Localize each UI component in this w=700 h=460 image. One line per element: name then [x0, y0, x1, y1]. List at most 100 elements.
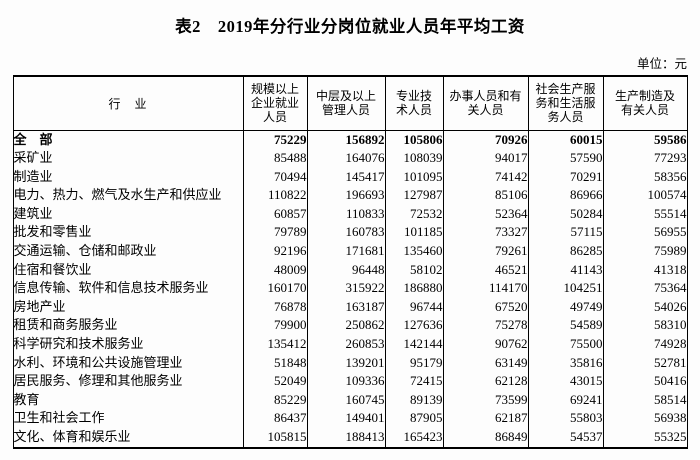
table-row: 电力、热力、燃气及水生产和供应业 110822 196693 127987 85106 8…	[12, 186, 688, 205]
table-row: 采矿业 85488 164076 108039 94017 57590 77293	[12, 149, 688, 168]
value-cell: 69241	[527, 390, 604, 410]
column-header-production-workers: 生产制造及有关人员	[602, 76, 688, 131]
value-cell: 86437	[242, 409, 308, 428]
value-cell: 96448	[306, 260, 386, 280]
industry-cell: 信息传输、软件和信息技术服务业	[12, 279, 244, 298]
header-row: 行 业 规模以上企业就业人员 中层及以上管理人员 专业技术人员 办事人员和有关人…	[12, 76, 688, 131]
value-cell: 149401	[306, 409, 386, 428]
value-cell: 75500	[527, 335, 604, 354]
value-cell: 92196	[242, 242, 308, 261]
industry-cell: 卫生和社会工作	[12, 409, 244, 428]
value-cell: 46521	[442, 260, 529, 280]
value-cell: 54026	[602, 297, 688, 317]
value-cell: 58356	[602, 167, 688, 187]
table-row: 科学研究和技术服务业 135412 260853 142144 90762 75500 74…	[12, 335, 688, 354]
value-cell: 85488	[242, 149, 308, 168]
value-cell: 50416	[602, 372, 688, 391]
value-cell: 105806	[384, 130, 444, 150]
industry-cell: 批发和零售业	[12, 223, 244, 243]
value-cell: 73327	[442, 223, 529, 243]
industry-cell: 房地产业	[12, 297, 244, 317]
industry-cell: 建筑业	[12, 204, 244, 224]
value-cell: 55325	[602, 428, 688, 448]
unit-label: 单位：元	[636, 57, 687, 71]
table-row: 批发和零售业 79789 160783 101185 73327 57115 56955	[12, 223, 688, 243]
industry-cell: 制造业	[12, 167, 244, 187]
value-cell: 85229	[242, 390, 308, 410]
value-cell: 75278	[442, 316, 529, 336]
value-cell: 76878	[242, 297, 308, 317]
industry-cell: 居民服务、修理和其他服务业	[12, 372, 244, 391]
value-cell: 260853	[306, 335, 386, 354]
value-cell: 105815	[242, 428, 308, 448]
value-cell: 145417	[306, 167, 386, 187]
table-row: 文化、体育和娱乐业 105815 188413 165423 86849 54537 553…	[12, 428, 688, 448]
value-cell: 156892	[306, 130, 386, 150]
value-cell: 110833	[306, 204, 386, 224]
table-body: 全 部 75229 156892 105806 70926 60015 59586 采矿业 85…	[12, 130, 688, 448]
value-cell: 94017	[442, 149, 529, 168]
value-cell: 110822	[242, 186, 308, 205]
value-cell: 79261	[442, 242, 529, 261]
value-cell: 135412	[242, 335, 308, 354]
value-cell: 56938	[602, 409, 688, 428]
value-cell: 52364	[442, 204, 529, 224]
value-cell: 163187	[306, 297, 386, 317]
value-cell: 315922	[306, 279, 386, 298]
value-cell: 127987	[384, 186, 444, 205]
value-cell: 58102	[384, 260, 444, 280]
value-cell: 171681	[306, 242, 386, 261]
industry-cell: 采矿业	[12, 149, 244, 168]
value-cell: 160745	[306, 390, 386, 410]
table-row: 水利、环境和公共设施管理业 51848 139201 95179 63149 35816 5…	[12, 353, 688, 373]
value-cell: 89139	[384, 390, 444, 410]
table-row: 信息传输、软件和信息技术服务业 160170 315922 186880 114170 1…	[12, 279, 688, 298]
value-cell: 100574	[602, 186, 688, 205]
industry-cell: 交通运输、仓储和邮政业	[12, 242, 244, 261]
value-cell: 108039	[384, 149, 444, 168]
value-cell: 196693	[306, 186, 386, 205]
industry-cell: 水利、环境和公共设施管理业	[12, 353, 244, 373]
value-cell: 43015	[527, 372, 604, 391]
value-cell: 57590	[527, 149, 604, 168]
table-title: 表2 2019年分行业分岗位就业人员年平均工资	[175, 17, 525, 36]
table-row: 建筑业 60857 110833 72532 52364 50284 55514	[12, 204, 688, 224]
value-cell: 75229	[242, 130, 308, 150]
value-cell: 101095	[384, 167, 444, 187]
value-cell: 104251	[527, 279, 604, 298]
industry-cell: 电力、热力、燃气及水生产和供应业	[12, 186, 244, 205]
value-cell: 109336	[306, 372, 386, 391]
value-cell: 72532	[384, 204, 444, 224]
value-cell: 186880	[384, 279, 444, 298]
value-cell: 96744	[384, 297, 444, 317]
value-cell: 57115	[527, 223, 604, 243]
value-cell: 60857	[242, 204, 308, 224]
value-cell: 75364	[602, 279, 688, 298]
value-cell: 70291	[527, 167, 604, 187]
value-cell: 55514	[602, 204, 688, 224]
value-cell: 77293	[602, 149, 688, 168]
industry-cell: 科学研究和技术服务业	[12, 335, 244, 354]
value-cell: 59586	[602, 130, 688, 150]
value-cell: 160783	[306, 223, 386, 243]
industry-cell: 教育	[12, 390, 244, 410]
value-cell: 250862	[306, 316, 386, 336]
value-cell: 35816	[527, 353, 604, 373]
value-cell: 160170	[242, 279, 308, 298]
value-cell: 95179	[384, 353, 444, 373]
value-cell: 86285	[527, 242, 604, 261]
value-cell: 58514	[602, 390, 688, 410]
value-cell: 54537	[527, 428, 604, 448]
column-header-managers: 中层及以上管理人员	[306, 76, 386, 131]
table-row: 居民服务、修理和其他服务业 52049 109336 72415 62128 43015 5…	[12, 372, 688, 391]
table-row: 制造业 70494 145417 101095 74142 70291 58356	[12, 167, 688, 187]
value-cell: 62187	[442, 409, 529, 428]
value-cell: 54589	[527, 316, 604, 336]
value-cell: 188413	[306, 428, 386, 448]
value-cell: 127636	[384, 316, 444, 336]
value-cell: 48009	[242, 260, 308, 280]
wage-table: 行 业 规模以上企业就业人员 中层及以上管理人员 专业技术人员 办事人员和有关人…	[12, 75, 688, 449]
value-cell: 90762	[442, 335, 529, 354]
value-cell: 101185	[384, 223, 444, 243]
